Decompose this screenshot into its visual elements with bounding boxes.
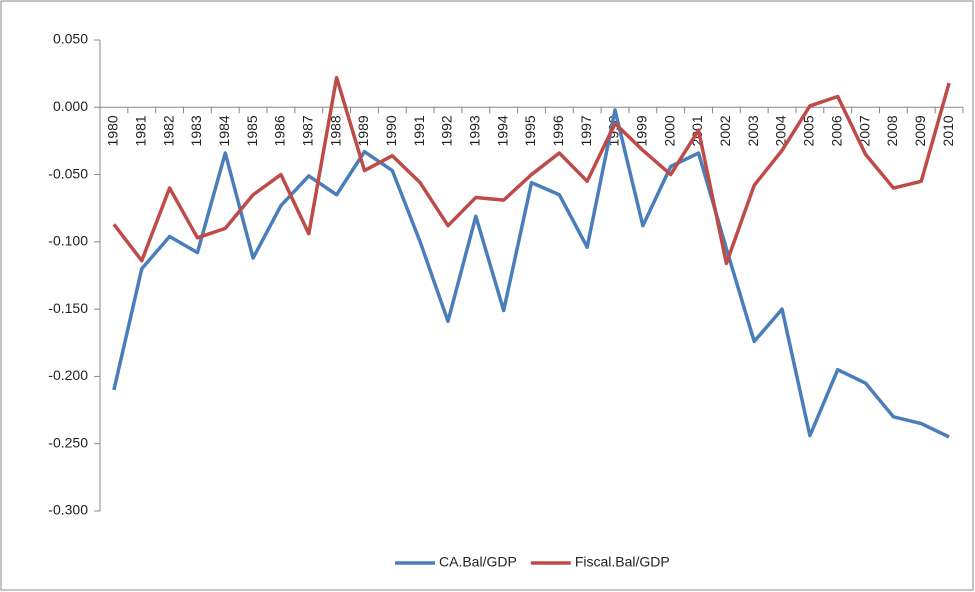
y-tick-label: 0.000 bbox=[53, 98, 88, 114]
x-tick-label: 2004 bbox=[773, 115, 789, 146]
x-tick-label: 1991 bbox=[411, 115, 427, 146]
x-tick-label: 1999 bbox=[634, 115, 650, 146]
x-tick-label: 2006 bbox=[828, 115, 844, 146]
x-tick-label: 2010 bbox=[940, 115, 956, 146]
x-tick-label: 1988 bbox=[327, 115, 343, 146]
y-tick-label: -0.050 bbox=[48, 165, 88, 181]
x-tick-label: 1989 bbox=[355, 115, 371, 146]
y-tick-label: -0.300 bbox=[48, 502, 88, 518]
x-tick-label: 2007 bbox=[856, 115, 872, 146]
x-tick-label: 2008 bbox=[884, 115, 900, 146]
x-tick-label: 1995 bbox=[522, 115, 538, 146]
x-tick-label: 1987 bbox=[299, 115, 315, 146]
y-tick-label: -0.100 bbox=[48, 233, 88, 249]
x-tick-label: 1990 bbox=[383, 115, 399, 146]
x-tick-label: 2000 bbox=[661, 115, 677, 146]
line-series bbox=[112, 75, 951, 266]
x-tick-label: 2002 bbox=[717, 115, 733, 146]
x-tick-label: 1986 bbox=[272, 115, 288, 146]
x-tick-label: 1994 bbox=[494, 115, 510, 146]
x-tick-label: 1997 bbox=[578, 115, 594, 146]
legend-label: Fiscal.Bal/GDP bbox=[575, 554, 670, 570]
x-tick-label: 1992 bbox=[439, 115, 455, 146]
x-tick-label: 1983 bbox=[188, 115, 204, 146]
y-tick-label: -0.250 bbox=[48, 434, 88, 450]
y-tick-label: -0.200 bbox=[48, 367, 88, 383]
legend-label: CA.Bal/GDP bbox=[439, 554, 517, 570]
x-tick-label: 1982 bbox=[160, 115, 176, 146]
x-tick-label: 1993 bbox=[467, 115, 483, 146]
x-tick-label: 1981 bbox=[132, 115, 148, 146]
y-tick-label: -0.150 bbox=[48, 300, 88, 316]
x-tick-label: 2005 bbox=[801, 115, 817, 146]
y-tick-label: 0.050 bbox=[53, 31, 88, 47]
x-tick-label: 1980 bbox=[105, 115, 121, 146]
line-series bbox=[112, 108, 950, 439]
x-tick-label: 2003 bbox=[745, 115, 761, 146]
x-tick-label: 2009 bbox=[912, 115, 928, 146]
x-tick-label: 1996 bbox=[550, 115, 566, 146]
x-tick-label: 1985 bbox=[244, 115, 260, 146]
x-tick-label: 1984 bbox=[216, 115, 232, 146]
